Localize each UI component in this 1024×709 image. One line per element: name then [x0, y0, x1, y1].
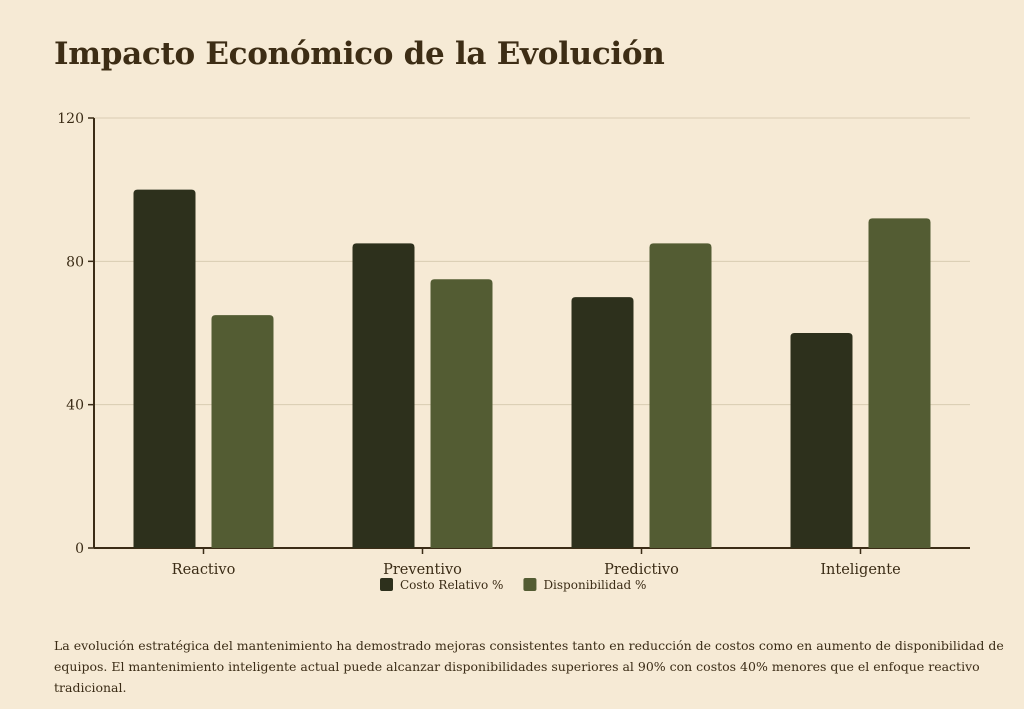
legend-label: Disponibilidad % [543, 578, 646, 592]
x-tick-label: Predictivo [604, 562, 679, 578]
bar-costo-relativo--predictivo [571, 297, 634, 548]
bar-disponibilidad--inteligente [868, 218, 931, 549]
chart-caption: La evolución estratégica del mantenimien… [54, 638, 1004, 695]
x-tick-label: Preventivo [383, 562, 462, 578]
legend-swatch [523, 578, 537, 591]
y-tick-label: 0 [75, 541, 84, 557]
x-tick-label: Reactivo [172, 562, 236, 578]
legend-label: Costo Relativo % [400, 578, 503, 592]
bar-chart: 0 40 80 120 Reactivo Preventivo Predictivo Inte… [57, 111, 970, 592]
bar-costo-relativo--preventivo [352, 243, 415, 548]
y-tick-label: 120 [57, 111, 84, 127]
bar-disponibilidad--preventivo [430, 279, 493, 548]
bar-disponibilidad--predictivo [649, 243, 712, 548]
bar-costo-relativo--inteligente [790, 333, 853, 548]
bar-costo-relativo--reactivo [133, 189, 196, 548]
x-tick-label: Inteligente [820, 562, 900, 578]
y-tick-label: 80 [66, 254, 84, 270]
legend-swatch [380, 578, 393, 591]
y-tick-label: 40 [66, 398, 84, 414]
chart-title: Impacto Económico de la Evolución [54, 36, 665, 72]
bar-disponibilidad--reactivo [211, 315, 274, 548]
